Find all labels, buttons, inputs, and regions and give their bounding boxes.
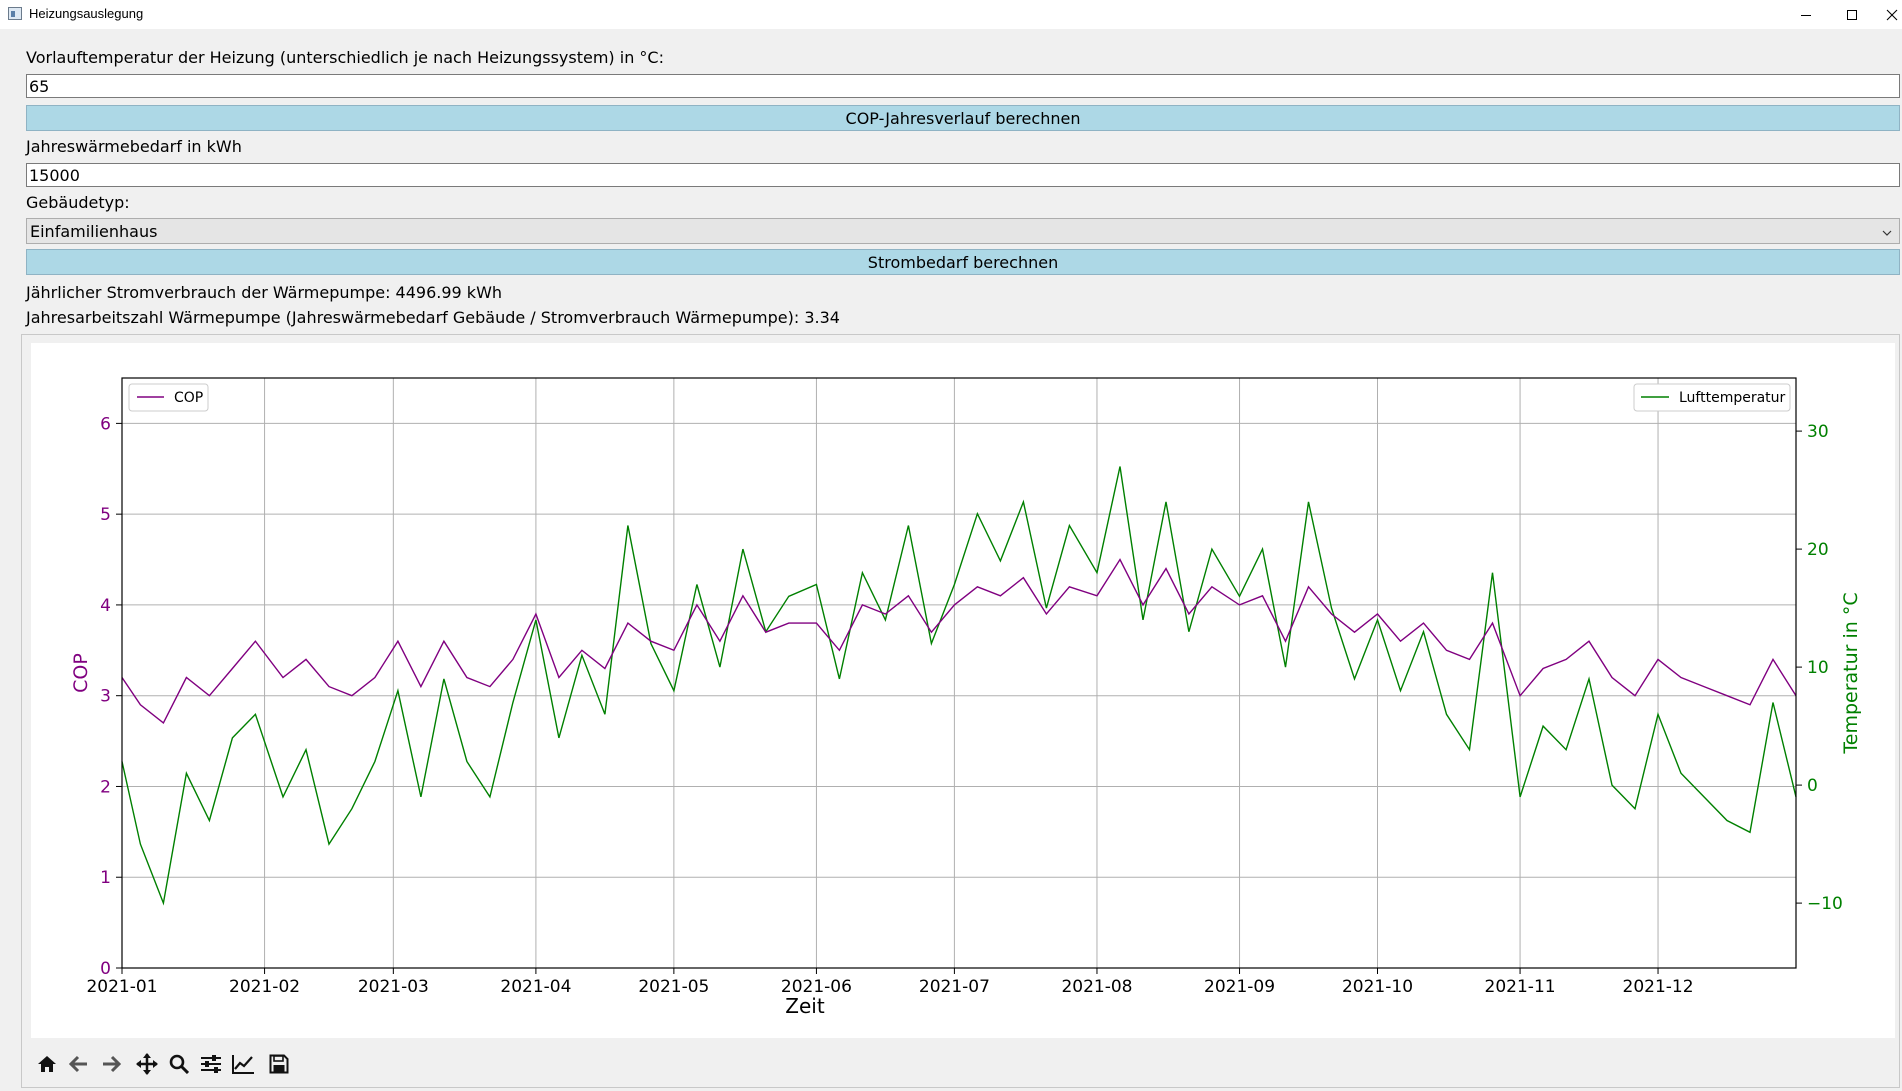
temperature-legend-label: Lufttemperatur bbox=[1679, 390, 1786, 406]
x-tick-label: 2021-06 bbox=[781, 977, 852, 997]
x-tick-label: 2021-09 bbox=[1204, 977, 1275, 997]
minimize-icon[interactable] bbox=[1784, 0, 1828, 29]
left-axis-label: COP bbox=[70, 653, 92, 693]
close-icon[interactable] bbox=[1870, 0, 1902, 29]
chart-svg: 0 1 2 3 4 5 6 −10 0 10 20 30 2021-01 2021-02 2021-03… bbox=[70, 377, 1862, 1018]
cop-calculate-button-label: COP-Jahresverlauf berechnen bbox=[845, 108, 1081, 128]
x-axis-label: Zeit bbox=[785, 994, 825, 1018]
left-tick-label: 2 bbox=[100, 777, 111, 797]
forward-icon[interactable] bbox=[95, 1048, 127, 1080]
x-tick-label: 2021-11 bbox=[1485, 977, 1556, 997]
plot-toolbar bbox=[31, 1048, 295, 1080]
chart-canvas[interactable]: 0 1 2 3 4 5 6 −10 0 10 20 30 2021-01 2021-02 2021-03… bbox=[31, 343, 1895, 1038]
pan-icon[interactable] bbox=[131, 1048, 163, 1080]
app-icon bbox=[8, 7, 22, 20]
building-type-select[interactable]: Einfamilienhaus bbox=[26, 218, 1900, 244]
back-icon[interactable] bbox=[63, 1048, 95, 1080]
right-axis-ticks: −10 0 10 20 30 bbox=[1796, 422, 1843, 914]
edit-axis-icon[interactable] bbox=[227, 1048, 259, 1080]
left-tick-label: 5 bbox=[100, 505, 111, 525]
cop-line bbox=[121, 558, 1797, 724]
result-jaz-text: Jahresarbeitszahl Wärmepumpe (Jahreswärm… bbox=[26, 308, 840, 327]
flow-temp-input[interactable] bbox=[26, 74, 1900, 98]
x-tick-label: 2021-01 bbox=[86, 977, 157, 997]
flow-temp-label: Vorlauftemperatur der Heizung (unterschi… bbox=[26, 48, 664, 67]
left-axis-ticks: 0 1 2 3 4 5 6 bbox=[100, 414, 122, 979]
cop-legend-label: COP bbox=[174, 390, 203, 406]
cop-legend-box bbox=[128, 383, 209, 412]
x-tick-label: 2021-07 bbox=[919, 977, 990, 997]
x-tick-label: 2021-04 bbox=[500, 977, 571, 997]
x-tick-label: 2021-05 bbox=[638, 977, 709, 997]
maximize-icon[interactable] bbox=[1830, 0, 1874, 29]
left-tick-label: 0 bbox=[100, 959, 111, 979]
right-tick-label: −10 bbox=[1807, 894, 1843, 914]
x-tick-label: 2021-02 bbox=[229, 977, 300, 997]
x-tick-label: 2021-12 bbox=[1623, 977, 1694, 997]
configure-subplots-icon[interactable] bbox=[195, 1048, 227, 1080]
x-tick-label: 2021-03 bbox=[358, 977, 429, 997]
temperature-line bbox=[121, 466, 1797, 906]
x-tick-label: 2021-08 bbox=[1061, 977, 1132, 997]
power-calculate-button-label: Strombedarf berechnen bbox=[867, 252, 1059, 272]
heat-demand-label: Jahreswärmebedarf in kWh bbox=[26, 137, 242, 156]
building-type-label: Gebäudetyp: bbox=[26, 193, 130, 212]
window-title: Heizungsauslegung bbox=[29, 6, 144, 21]
right-tick-label: 30 bbox=[1807, 422, 1829, 442]
heat-demand-input[interactable] bbox=[26, 163, 1900, 187]
plot-border bbox=[121, 377, 1797, 969]
right-tick-label: 20 bbox=[1807, 540, 1829, 560]
temperature-legend-box bbox=[1633, 383, 1791, 412]
result-power-text: Jährlicher Stromverbrauch der Wärmepumpe… bbox=[26, 283, 503, 302]
left-tick-label: 6 bbox=[100, 414, 111, 434]
left-tick-label: 3 bbox=[100, 687, 111, 707]
power-calculate-button[interactable]: Strombedarf berechnen bbox=[26, 249, 1900, 275]
cop-legend: COP bbox=[128, 383, 209, 412]
title-bar: Heizungsauslegung bbox=[0, 0, 1902, 29]
chevron-down-icon bbox=[1881, 224, 1893, 243]
right-tick-label: 0 bbox=[1807, 776, 1818, 796]
right-tick-label: 10 bbox=[1807, 658, 1829, 678]
grid-lines bbox=[121, 378, 1796, 969]
building-type-value: Einfamilienhaus bbox=[30, 222, 158, 241]
x-axis-ticks: 2021-01 2021-02 2021-03 2021-04 2021-05 2021-… bbox=[86, 968, 1694, 997]
save-icon[interactable] bbox=[263, 1048, 295, 1080]
right-axis-label: Temperatur in °C bbox=[1840, 592, 1862, 754]
left-tick-label: 1 bbox=[100, 868, 111, 888]
temperature-legend: Lufttemperatur bbox=[1633, 383, 1791, 412]
left-tick-label: 4 bbox=[100, 596, 111, 616]
zoom-icon[interactable] bbox=[163, 1048, 195, 1080]
x-tick-label: 2021-10 bbox=[1342, 977, 1413, 997]
cop-calculate-button[interactable]: COP-Jahresverlauf berechnen bbox=[26, 105, 1900, 131]
home-icon[interactable] bbox=[31, 1048, 63, 1080]
